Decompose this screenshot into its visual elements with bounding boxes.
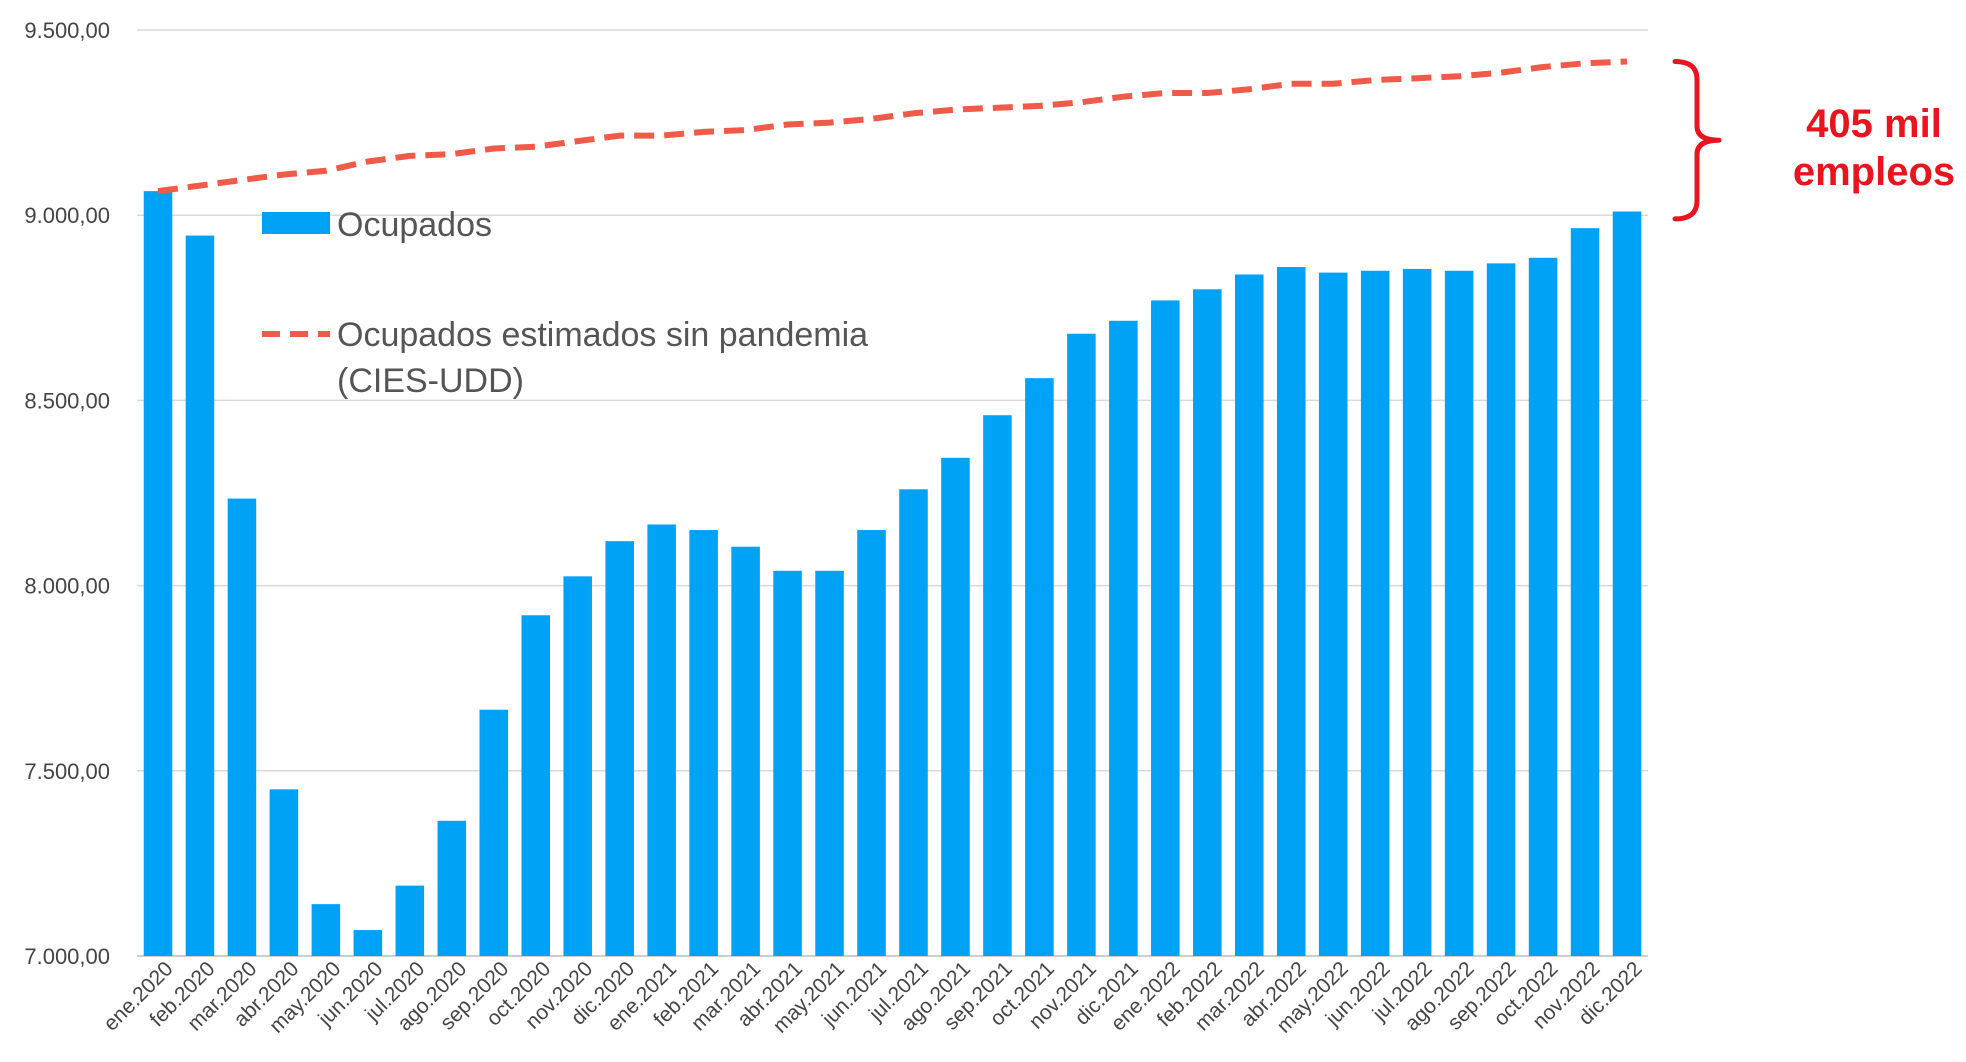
bar [731, 546, 760, 956]
bar [1151, 300, 1180, 957]
bar [143, 191, 173, 956]
annotation-line1: 405 mil [1806, 102, 1942, 146]
bar [857, 530, 886, 956]
bar [941, 457, 970, 956]
y-tick-label: 8.500,00 [24, 388, 110, 413]
y-tick-label: 9.000,00 [24, 203, 110, 228]
bars [143, 191, 1642, 957]
bar [227, 498, 257, 956]
bar [1318, 272, 1348, 956]
bar [1612, 211, 1642, 957]
bar [1109, 320, 1138, 956]
bar [521, 615, 551, 956]
legend-swatch-ocupados [262, 212, 330, 234]
bar [689, 530, 718, 956]
legend-label-estimados: Ocupados estimados sin pandemia [337, 316, 868, 354]
bar [1193, 289, 1222, 956]
bar [773, 570, 802, 956]
bar [311, 904, 341, 956]
bar [1360, 270, 1390, 956]
bar [479, 709, 509, 956]
bar [983, 415, 1012, 956]
bar [395, 885, 425, 956]
legend: Ocupados Ocupados estimados sin pandemia… [262, 206, 868, 400]
bar [269, 789, 299, 956]
bar [899, 489, 928, 956]
bar [647, 524, 676, 956]
bar [1025, 378, 1054, 956]
x-axis: ene.2020feb.2020mar.2020abr.2020may.2020… [99, 957, 1646, 1037]
y-tick-label: 9.500,00 [24, 18, 110, 43]
bracket-icon [1672, 58, 1722, 222]
bar [437, 820, 467, 956]
y-tick-label: 7.000,00 [24, 944, 110, 969]
legend-label-estimados-line2: (CIES-UDD) [337, 362, 524, 400]
bar [815, 570, 844, 956]
bar [1528, 257, 1558, 956]
gridlines [137, 29, 1648, 957]
legend-label-ocupados: Ocupados [337, 206, 492, 244]
bar [1402, 268, 1432, 957]
bar [1444, 270, 1474, 956]
bar [185, 235, 215, 956]
bar [1276, 267, 1306, 956]
y-axis: 7.000,00 7.500,00 8.000,00 8.500,00 9.000,00… [24, 18, 110, 969]
bar [605, 541, 634, 956]
bar [1234, 274, 1264, 956]
bar [1067, 333, 1096, 956]
y-tick-label: 7.500,00 [24, 759, 110, 784]
series-line-estimados [157, 58, 1628, 195]
bar [1570, 228, 1600, 956]
annotation: 405 mil empleos [1672, 58, 1955, 222]
annotation-line2: empleos [1793, 150, 1955, 194]
bar [1486, 263, 1516, 956]
y-tick-label: 8.000,00 [24, 574, 110, 599]
trend-line [157, 58, 1628, 195]
bar [353, 930, 383, 956]
bar [563, 576, 592, 956]
